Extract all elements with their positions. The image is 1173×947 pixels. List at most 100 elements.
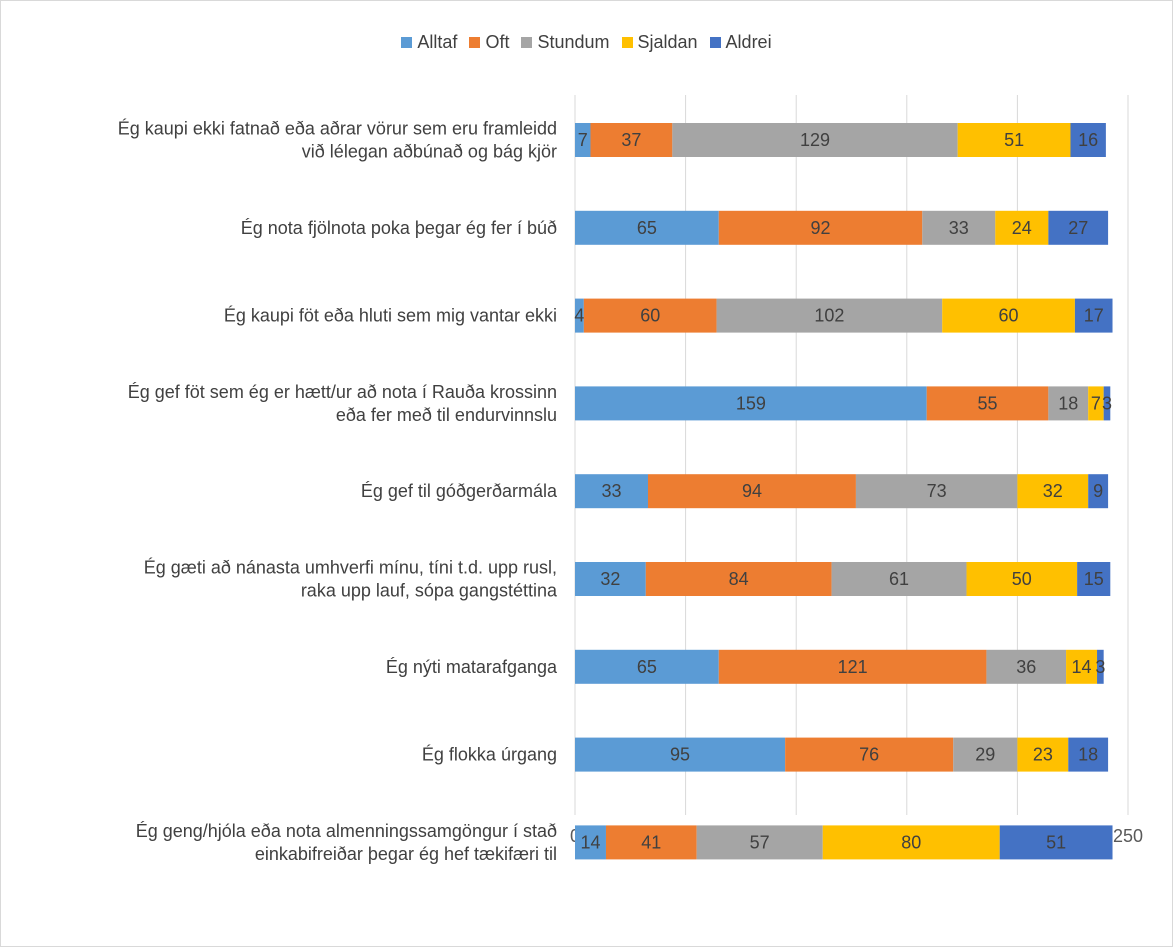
data-label: 102: [814, 306, 844, 326]
bar-stundum-4: [855, 474, 1018, 509]
data-label: 51: [1046, 832, 1066, 852]
bar-alltaf-0: [575, 123, 591, 157]
category-label-line: Ég flokka úrgang: [422, 745, 557, 765]
data-label: 61: [889, 569, 909, 589]
legend-swatch: [521, 37, 533, 48]
bar-sjaldan-8: [822, 825, 1000, 860]
legend-label: Aldrei: [725, 32, 772, 52]
bar-sjaldan-7: [1017, 737, 1069, 772]
category-label-line: Ég gef til góðgerðarmála: [361, 481, 558, 501]
data-label: 60: [640, 306, 660, 326]
data-label: 14: [1072, 657, 1092, 677]
data-label: 94: [742, 481, 762, 501]
data-label: 65: [637, 657, 657, 677]
bar-stundum-0: [672, 123, 958, 157]
category-label: Ég flokka úrgang: [422, 745, 557, 765]
legend-swatch: [401, 37, 413, 48]
bar-oft-2: [583, 298, 717, 333]
bar-alltaf-6: [575, 649, 719, 684]
data-label: 7: [1091, 393, 1101, 413]
bar-aldrei-2: [1074, 298, 1113, 333]
data-label: 17: [1084, 306, 1104, 326]
category-label-line: raka upp lauf, sópa gangstéttina: [301, 581, 558, 601]
bar-alltaf-8: [575, 825, 606, 860]
data-label: 32: [1043, 481, 1063, 501]
category-label: Ég nota fjölnota poka þegar ég fer í búð: [241, 218, 557, 238]
bar-oft-6: [718, 649, 987, 684]
data-label: 57: [750, 832, 770, 852]
bar-alltaf-4: [575, 474, 648, 509]
category-label-line: einkabifreiðar þegar ég hef tækifæri til: [255, 844, 557, 864]
bar-aldrei-0: [1070, 123, 1106, 157]
category-label: Ég gef föt sem ég er hætt/ur að nota í R…: [128, 382, 557, 425]
data-label: 36: [1016, 657, 1036, 677]
category-label: Ég gef til góðgerðarmála: [361, 481, 558, 501]
data-label: 92: [811, 218, 831, 238]
bar-sjaldan-6: [1066, 649, 1098, 684]
bar-aldrei-1: [1048, 210, 1109, 245]
bar-sjaldan-5: [966, 562, 1078, 596]
bar-oft-0: [590, 123, 673, 157]
data-label: 33: [601, 481, 621, 501]
data-label: 32: [600, 569, 620, 589]
bar-stundum-8: [696, 825, 823, 860]
bar-alltaf-2: [575, 298, 584, 333]
data-label: 4: [574, 306, 584, 326]
bar-sjaldan-4: [1017, 474, 1089, 509]
data-label: 65: [637, 218, 657, 238]
bar-alltaf-3: [575, 386, 927, 421]
category-label: Ég kaupi föt eða hluti sem mig vantar ek…: [224, 306, 557, 326]
legend-item-oft: Oft: [469, 32, 509, 53]
legend-item-stundum: Stundum: [521, 32, 610, 53]
data-label: 76: [859, 745, 879, 765]
category-label: Ég kaupi ekki fatnað eða aðrar vörur sem…: [118, 119, 557, 162]
data-label: 37: [621, 130, 641, 150]
data-label: 95: [670, 745, 690, 765]
category-label: Ég geng/hjóla eða nota almenningssamgöng…: [136, 821, 557, 864]
data-label: 50: [1012, 569, 1032, 589]
bar-oft-8: [605, 825, 697, 860]
data-label: 73: [927, 481, 947, 501]
category-label-line: Ég geng/hjóla eða nota almenningssamgöng…: [136, 821, 557, 841]
x-tick-label: 250: [1113, 826, 1143, 846]
category-label: Ég nýti matarafganga: [386, 657, 558, 677]
category-label-line: Ég nota fjölnota poka þegar ég fer í búð: [241, 218, 557, 238]
category-label-line: Ég kaupi föt eða hluti sem mig vantar ek…: [224, 306, 557, 326]
bar-stundum-1: [922, 210, 996, 245]
bar-aldrei-4: [1088, 474, 1109, 509]
bar-oft-1: [718, 210, 923, 245]
data-label: 24: [1012, 218, 1032, 238]
bar-sjaldan-1: [995, 210, 1049, 245]
bar-aldrei-5: [1077, 562, 1111, 596]
category-label-line: Ég kaupi ekki fatnað eða aðrar vörur sem…: [118, 119, 557, 139]
data-label: 129: [800, 130, 830, 150]
chart-legend: Alltaf Oft Stundum Sjaldan Aldrei: [0, 32, 1173, 53]
bar-sjaldan-0: [957, 123, 1071, 157]
category-label: Ég gæti að nánasta umhverfi mínu, tíni t…: [144, 558, 558, 601]
legend-item-sjaldan: Sjaldan: [621, 32, 698, 53]
data-label: 60: [999, 306, 1019, 326]
bar-sjaldan-3: [1088, 386, 1104, 421]
legend-label: Stundum: [537, 32, 610, 52]
data-label: 18: [1058, 393, 1078, 413]
data-label: 51: [1004, 130, 1024, 150]
data-label: 55: [978, 393, 998, 413]
data-label: 159: [736, 393, 766, 413]
bar-stundum-2: [716, 298, 943, 333]
bar-aldrei-8: [999, 825, 1113, 860]
data-label: 41: [641, 832, 661, 852]
data-label: 14: [580, 832, 600, 852]
data-label: 27: [1068, 218, 1088, 238]
legend-label: Alltaf: [417, 32, 458, 52]
bar-alltaf-5: [575, 562, 646, 596]
bar-oft-4: [647, 474, 856, 509]
bar-stundum-3: [1048, 386, 1089, 421]
legend-swatch: [709, 37, 721, 48]
bar-aldrei-6: [1097, 649, 1104, 684]
bar-stundum-6: [986, 649, 1067, 684]
category-label-line: Ég gæti að nánasta umhverfi mínu, tíni t…: [144, 558, 557, 578]
bar-sjaldan-2: [942, 298, 1075, 333]
category-label-line: Ég gef föt sem ég er hætt/ur að nota í R…: [128, 382, 557, 402]
data-label: 33: [949, 218, 969, 238]
